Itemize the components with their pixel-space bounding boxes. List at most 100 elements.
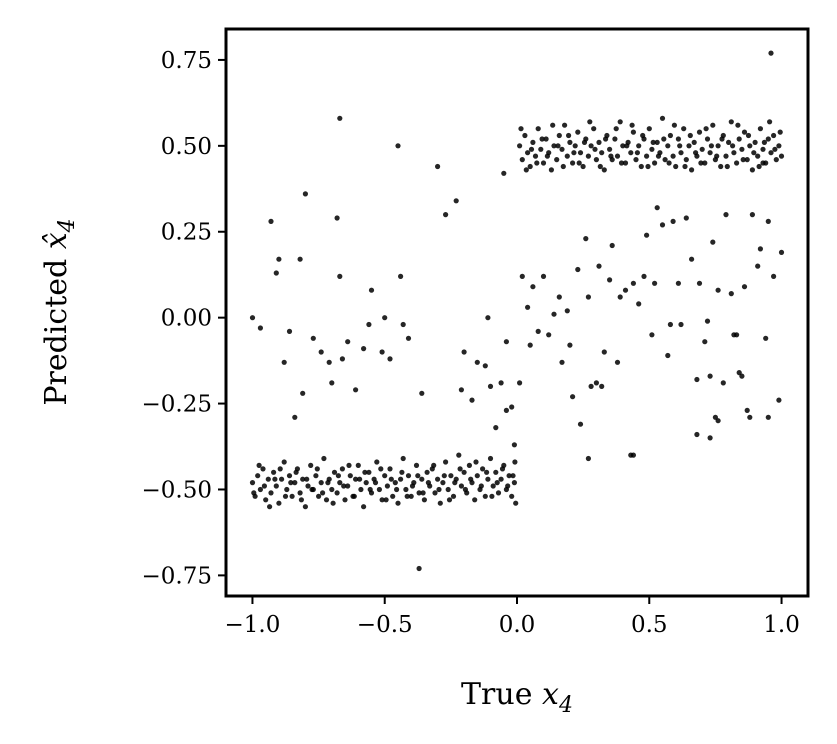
scatter-point [379,497,385,503]
scatter-point [564,308,570,314]
scatter-point [678,321,684,328]
scatter-point [559,359,565,365]
scatter-point [761,139,768,145]
scatter-point [372,480,379,486]
scatter-point [457,466,463,472]
scatter-point [292,414,298,420]
scatter-point [353,476,359,482]
scatter-point [345,339,351,345]
scatter-point [498,476,504,482]
scatter-point [473,459,479,465]
scatter-point [490,483,496,489]
scatter-point [513,500,519,506]
x-axis-label: True x4 [461,677,573,718]
scatter-point [677,143,683,149]
scatter-point [420,490,426,496]
scatter-point [453,198,459,204]
scatter-point [517,380,523,386]
scatter-point [382,315,388,321]
scatter-point [302,504,308,510]
scatter-point [394,486,400,493]
scatter-point [751,150,757,156]
scatter-point [395,143,401,149]
scatter-point [760,160,766,166]
scatter-point [313,473,319,479]
x-tick-label: −1.0 [225,612,281,638]
scatter-point [387,356,393,362]
scatter-point [484,469,490,475]
scatter-point [603,136,609,142]
scatter-point [257,486,263,493]
scatter-point [768,50,774,56]
scatter-point [715,418,721,424]
scatter-point [707,435,713,441]
scatter-point [756,163,762,170]
scatter-point [443,459,449,465]
scatter-point [314,466,320,472]
scatter-point [321,455,327,462]
scatter-point [546,332,552,338]
scatter-point [425,480,431,486]
scatter-point [645,163,651,170]
scatter-point [255,473,261,479]
y-axis: −0.75 −0.50 −0.25 0.00 0.25 0.50 0.75 [142,48,226,589]
scatter-point [607,146,613,152]
scatter-point [450,493,457,499]
scatter-point [739,373,745,379]
scatter-point [620,143,626,149]
scatter-point [659,222,666,228]
scatter-point [539,136,545,142]
scatter-point [445,486,451,493]
scatter-point [673,163,679,170]
scatter-point [666,160,672,166]
scatter-point [441,473,447,479]
scatter-point [503,339,509,345]
scatter-point [667,321,674,328]
y-tick-label: −0.75 [142,563,212,589]
scatter-point [707,373,713,379]
scatter-point [583,236,589,242]
scatter-point [581,139,588,145]
scatter-point [593,157,600,163]
scatter-point [462,486,468,493]
plot-frame [224,27,810,598]
scatter-point [596,139,602,145]
scatter-point [263,497,269,503]
scatter-point [281,359,287,365]
x-axis: −1.0 −0.5 0.0 0.5 1.0 [225,596,800,638]
scatter-point [366,321,372,328]
scatter-point [765,414,771,420]
scatter-point [416,490,422,496]
scatter-point [522,132,528,139]
scatter-point [755,153,761,159]
scatter-point [511,442,517,448]
scatter-point [337,115,343,121]
scatter-point [330,500,336,506]
scatter-point [638,163,644,170]
scatter-point [353,387,359,393]
scatter-point [714,153,720,159]
scatter-point [757,126,764,132]
scatter-point [597,163,603,170]
scatter-point [652,160,658,166]
scatter-point [329,486,335,493]
scatter-point [741,129,748,135]
scatter-point [478,483,484,489]
scatter-point [704,136,711,142]
scatter-point [309,486,315,493]
scatter-point [509,493,515,499]
scatter-point [304,476,310,482]
scatter-point [681,126,687,132]
scatter-point [622,287,629,293]
scatter-point [300,476,306,482]
scatter-point [527,342,533,348]
scatter-point [419,390,425,396]
scatter-point [300,390,306,396]
scatter-point [276,500,282,506]
scatter-point [724,163,730,170]
scatter-point [292,480,298,486]
scatter-point [693,150,699,156]
scatter-point [540,273,547,279]
scatter-point [530,139,536,145]
scatter-point [316,493,322,499]
